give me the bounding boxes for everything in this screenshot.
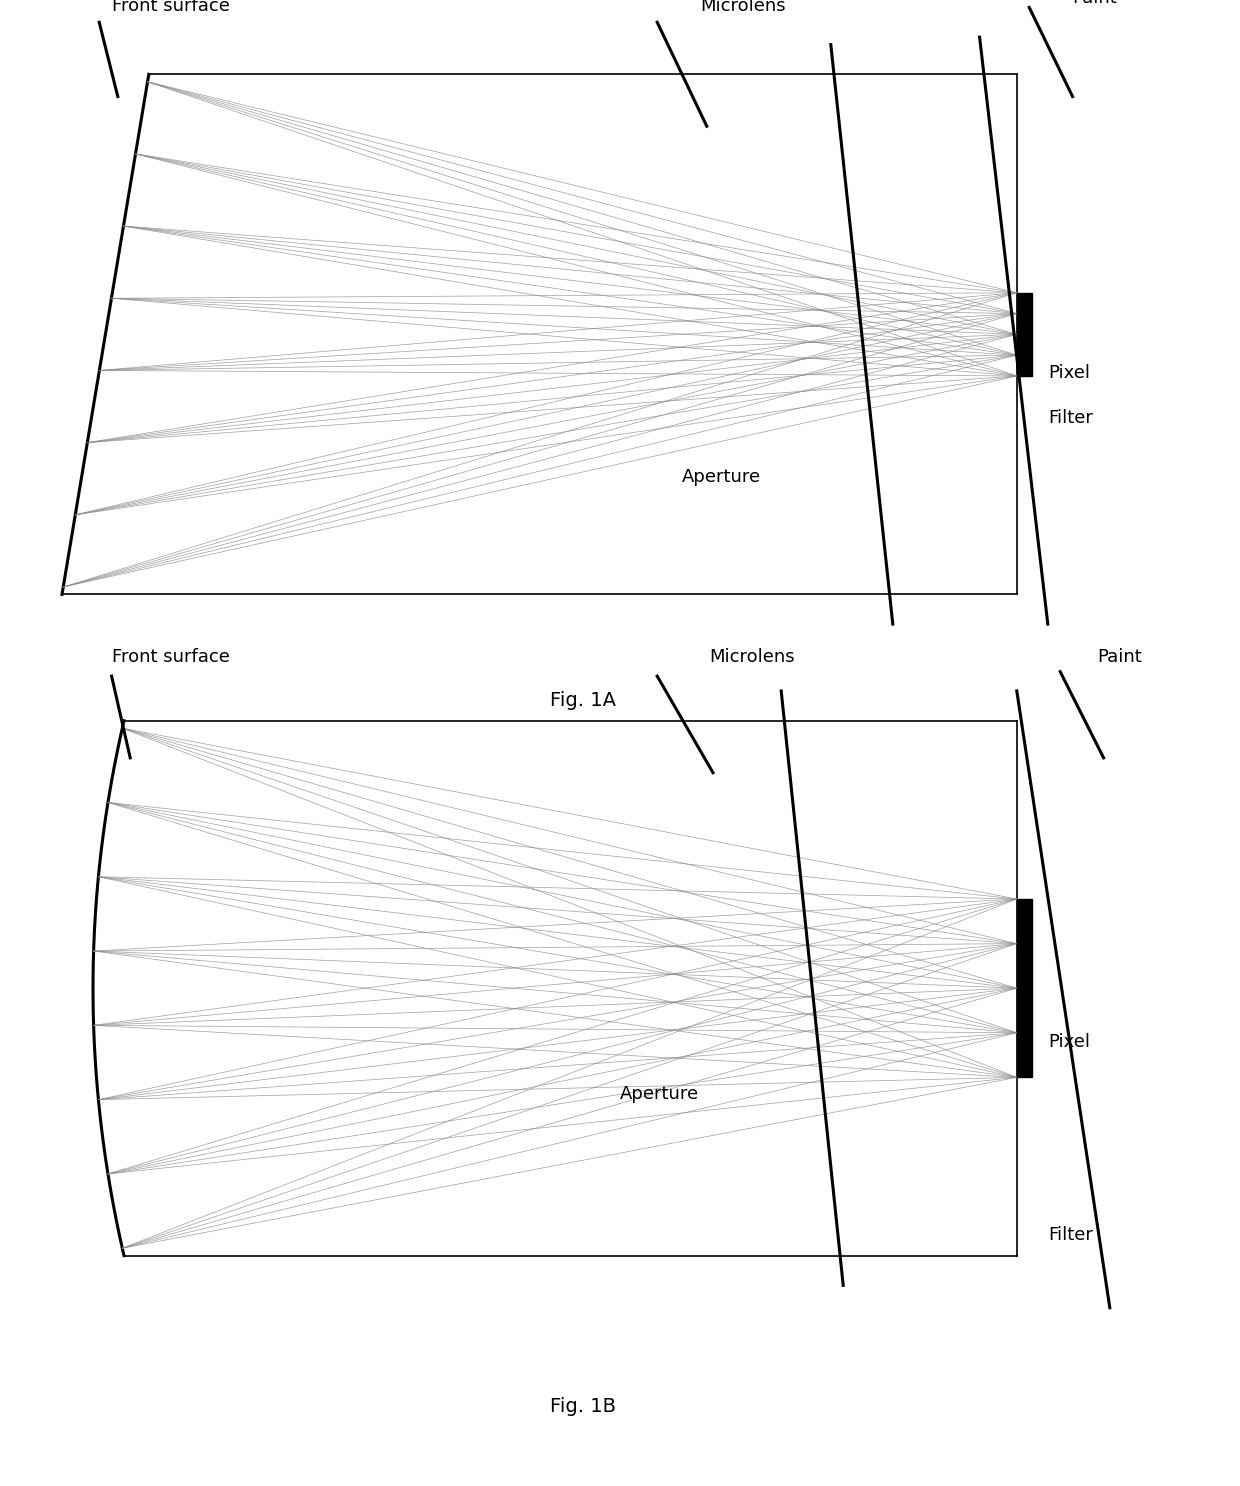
Text: Filter: Filter xyxy=(1048,409,1092,426)
Text: Microlens: Microlens xyxy=(701,0,786,15)
Text: Fig. 1B: Fig. 1B xyxy=(549,1397,616,1416)
Bar xyxy=(1017,293,1032,376)
Bar xyxy=(1017,899,1032,1077)
Text: Pixel: Pixel xyxy=(1048,364,1090,382)
Text: Filter: Filter xyxy=(1048,1226,1092,1244)
Text: Microlens: Microlens xyxy=(709,648,795,666)
Text: Aperture: Aperture xyxy=(682,468,761,486)
Text: Front surface: Front surface xyxy=(112,0,229,15)
Text: Paint: Paint xyxy=(1073,0,1117,7)
Text: Pixel: Pixel xyxy=(1048,1033,1090,1051)
Text: Front surface: Front surface xyxy=(112,648,229,666)
Text: Fig. 1A: Fig. 1A xyxy=(549,691,616,710)
Text: Paint: Paint xyxy=(1097,648,1142,666)
Text: Aperture: Aperture xyxy=(620,1085,699,1103)
